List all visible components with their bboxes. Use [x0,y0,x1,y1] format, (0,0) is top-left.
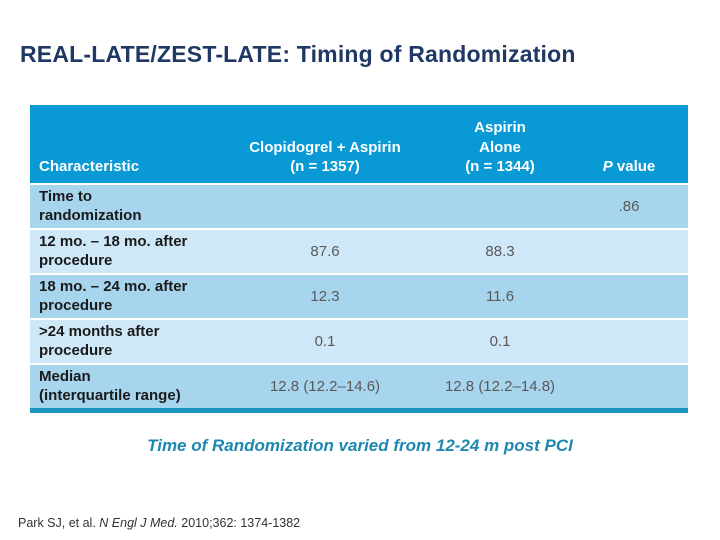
cell-aspirin: 88.3 [485,243,515,260]
cell-characteristic: 18 mo. – 24 mo. after procedure [39,278,188,314]
header-characteristic: Characteristic [39,157,140,175]
cell-characteristic: 12 mo. – 18 mo. after procedure [39,233,188,269]
header-clopidogrel-aspirin: Clopidogrel + Aspirin (n = 1357) [249,138,401,175]
table-row: >24 months after procedure 0.1 0.1 [30,318,688,363]
citation-authors: Park SJ, et al. [18,516,100,530]
header-p-value: P value [570,157,688,183]
subtitle-note: Time of Randomization varied from 12-24 … [147,436,573,455]
cell-characteristic: Median (interquartile range) [39,368,181,404]
citation: Park SJ, et al. N Engl J Med. 2010;362: … [18,516,300,530]
cell-aspirin: 0.1 [489,333,511,350]
cell-clopidogrel: 12.3 [310,288,340,305]
cell-p-value: .86 [618,198,640,215]
cell-aspirin: 11.6 [485,288,515,305]
header-aspirin-alone: Aspirin Alone (n = 1344) [465,119,535,175]
p-value-italic-p: P [602,157,613,175]
cell-clopidogrel: 12.8 (12.2–14.6) [269,378,381,395]
cell-clopidogrel: 87.6 [310,243,340,260]
slide-title: REAL-LATE/ZEST-LATE: Timing of Randomiza… [20,41,576,68]
cell-aspirin: 12.8 (12.2–14.8) [444,378,556,395]
citation-journal: N Engl J Med. [99,516,178,530]
table-row: Time to randomization .86 [30,183,688,228]
table-header-row: Characteristic Clopidogrel + Aspirin (n … [30,105,688,183]
table-row: Median (interquartile range) 12.8 (12.2–… [30,363,688,408]
citation-reference: 2010;362: 1374-1382 [177,516,301,530]
cell-clopidogrel: 0.1 [314,333,336,350]
randomization-table: Characteristic Clopidogrel + Aspirin (n … [30,105,688,413]
table-row: 18 mo. – 24 mo. after procedure 12.3 11.… [30,273,688,318]
cell-characteristic: >24 months after procedure [39,323,160,359]
table-row: 12 mo. – 18 mo. after procedure 87.6 88.… [30,228,688,273]
p-value-rest: value [612,157,656,175]
cell-characteristic: Time to randomization [39,188,142,224]
